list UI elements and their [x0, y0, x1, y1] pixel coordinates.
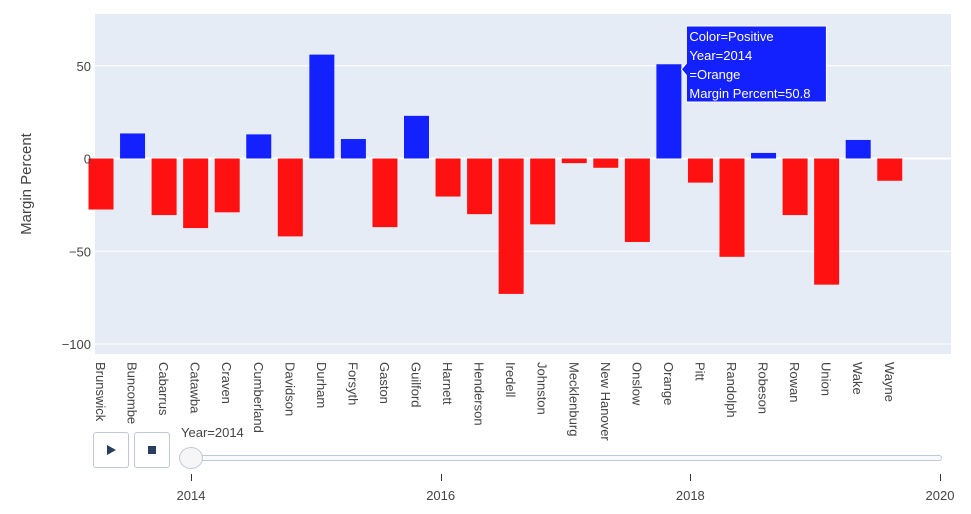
stop-button[interactable]: [134, 432, 170, 468]
tooltip-line: Year=2014: [689, 48, 752, 63]
bar-gaston[interactable]: [372, 158, 398, 228]
x-tick-label: Rowan: [787, 362, 802, 402]
bar-orange[interactable]: [656, 64, 682, 159]
slider-tick-label: 2014: [176, 488, 206, 503]
bar-durham[interactable]: [309, 54, 335, 159]
x-tick-label: Gaston: [377, 362, 392, 404]
bar-davidson[interactable]: [277, 158, 303, 237]
bar-cabarrus[interactable]: [151, 158, 177, 216]
bar-craven[interactable]: [214, 158, 240, 213]
x-tick-label: Orange: [661, 362, 676, 405]
bar-cumberland[interactable]: [246, 134, 272, 159]
x-tick-label: Iredell: [503, 362, 518, 398]
x-tick-label: Randolph: [724, 362, 739, 418]
x-tick-label: Wayne: [882, 362, 897, 402]
bar-mecklenburg[interactable]: [561, 158, 587, 164]
y-axis-ticks: 50 0 −50 −100: [62, 59, 91, 352]
x-tick-label: Union: [819, 362, 834, 396]
bar-union[interactable]: [814, 158, 840, 285]
year-slider-handle[interactable]: [179, 447, 203, 469]
x-tick-label: Pitt: [692, 362, 707, 381]
tooltip-box: [680, 25, 827, 103]
bar-iredell[interactable]: [498, 158, 524, 294]
tooltip-line: Color=Positive: [689, 29, 773, 44]
bar-forsyth[interactable]: [340, 139, 366, 159]
bar-onslow[interactable]: [624, 158, 650, 242]
slider-tick: [690, 474, 692, 481]
x-tick-label: Cabarrus: [156, 362, 171, 416]
bar-brunswick[interactable]: [88, 158, 114, 210]
x-axis-ticks: Brunswick Buncombe Cabarrus Catawba Craven Cu…: [93, 362, 897, 441]
bars: [88, 54, 903, 294]
bar-new-hanover[interactable]: [593, 158, 619, 168]
bar-buncombe[interactable]: [120, 133, 146, 159]
tooltip-line: =Orange: [689, 67, 740, 82]
bar-wake[interactable]: [845, 139, 871, 159]
slider-tick-label: 2018: [675, 488, 705, 503]
x-tick-label: Craven: [219, 362, 234, 404]
slider-tick: [440, 474, 442, 481]
bar-rowan[interactable]: [782, 158, 808, 216]
x-tick-label: Buncombe: [125, 362, 140, 424]
y-tick-label: −100: [62, 337, 91, 352]
tooltip-line: Margin Percent=50.8: [689, 86, 810, 101]
x-tick-label: Onslow: [629, 362, 644, 406]
x-tick-label: Forsyth: [345, 362, 360, 405]
bar-randolph[interactable]: [719, 158, 745, 257]
play-button[interactable]: [93, 432, 129, 468]
x-tick-label: Wake: [850, 362, 865, 395]
bar-guilford[interactable]: [404, 115, 429, 159]
y-tick-label: 50: [77, 59, 91, 74]
x-tick-label: Mecklenburg: [566, 362, 581, 436]
slider-tick-label: 2020: [925, 488, 955, 503]
x-tick-label: Robeson: [756, 362, 771, 414]
x-tick-label: Durham: [314, 362, 329, 408]
x-tick-label: Guilford: [409, 362, 424, 408]
slider-current-value: Year=2014: [181, 425, 244, 440]
x-tick-label: Cumberland: [251, 362, 266, 433]
bar-robeson[interactable]: [751, 152, 777, 159]
y-axis-label: Margin Percent: [18, 132, 35, 235]
bar-pitt[interactable]: [687, 158, 713, 183]
x-tick-label: New Hanover: [598, 362, 613, 441]
bar-catawba[interactable]: [183, 158, 209, 229]
slider-tick-label: 2016: [426, 488, 456, 503]
bar-harnett[interactable]: [435, 158, 461, 197]
x-tick-label: Henderson: [472, 362, 487, 426]
x-tick-label: Davidson: [282, 362, 297, 416]
stop-icon: [148, 446, 156, 454]
slider-tick: [191, 474, 192, 481]
y-tick-label: −50: [69, 244, 91, 259]
hover-tooltip: Color=Positive Year=2014 =Orange Margin Per…: [680, 25, 827, 103]
y-tick-label: 0: [84, 152, 91, 167]
bar-wayne[interactable]: [877, 158, 903, 181]
x-tick-label: Johnston: [535, 362, 550, 415]
slider-tick: [940, 474, 941, 481]
x-tick-label: Brunswick: [93, 362, 108, 422]
bar-johnston[interactable]: [530, 158, 556, 225]
x-tick-label: Harnett: [440, 362, 455, 405]
x-tick-label: Catawba: [188, 362, 203, 414]
bar-henderson[interactable]: [467, 158, 493, 215]
year-slider-track[interactable]: [186, 455, 942, 461]
play-icon: [107, 445, 116, 455]
